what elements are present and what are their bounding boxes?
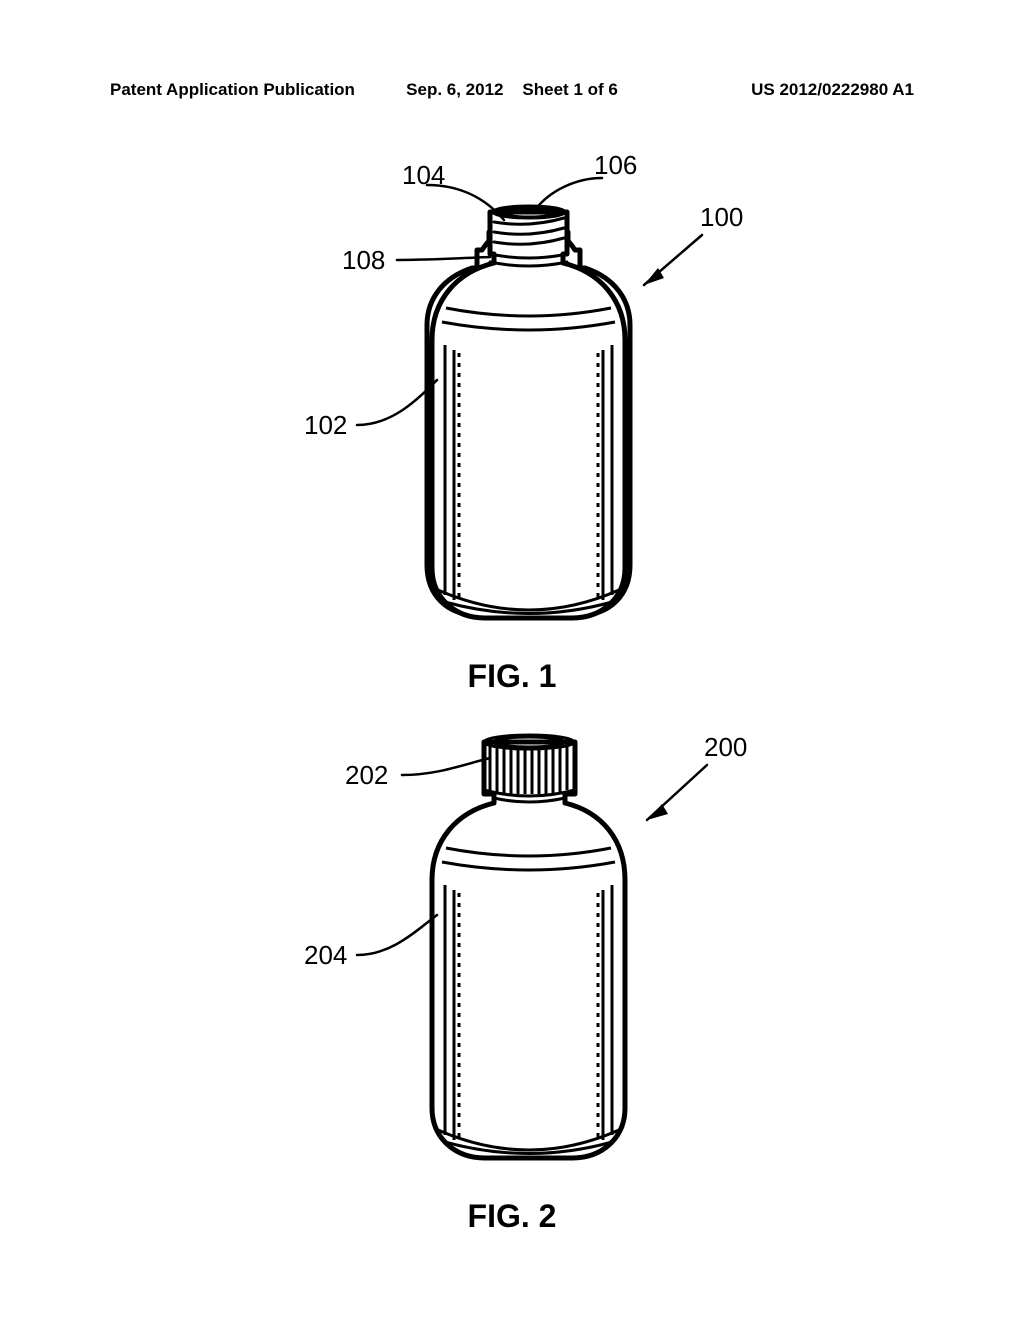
ref-204: 204 — [304, 940, 347, 971]
header-pub-number: US 2012/0222980 A1 — [646, 80, 914, 100]
figure-2-block: 200 202 204 FIG. 2 — [232, 720, 792, 1235]
page: Patent Application Publication Sep. 6, 2… — [0, 0, 1024, 1320]
ref-108: 108 — [342, 245, 385, 276]
header-date: Sep. 6, 2012 — [406, 80, 503, 99]
ref-106: 106 — [594, 150, 637, 181]
ref-100: 100 — [700, 202, 743, 233]
header-sheet: Sheet 1 of 6 — [522, 80, 617, 99]
figure-1-caption: FIG. 1 — [232, 658, 792, 695]
ref-202: 202 — [345, 760, 388, 791]
figures-area: 104 106 100 108 102 FIG. 1 — [110, 140, 914, 1240]
header-publication-type: Patent Application Publication — [110, 80, 378, 100]
figure-1-block: 104 106 100 108 102 FIG. 1 — [232, 150, 792, 695]
figure-2-caption: FIG. 2 — [232, 1198, 792, 1235]
ref-200: 200 — [704, 732, 747, 763]
ref-102: 102 — [304, 410, 347, 441]
page-header: Patent Application Publication Sep. 6, 2… — [110, 80, 914, 100]
ref-104: 104 — [402, 160, 445, 191]
